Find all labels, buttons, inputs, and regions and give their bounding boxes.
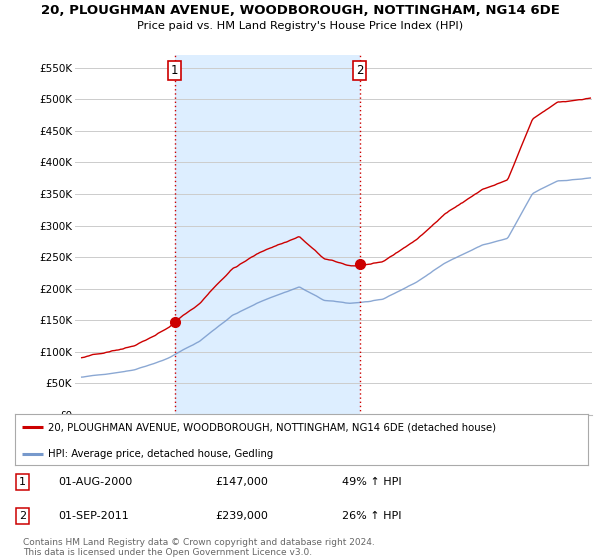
Text: £239,000: £239,000 [215,511,268,521]
Text: £147,000: £147,000 [215,477,268,487]
Text: 20, PLOUGHMAN AVENUE, WOODBOROUGH, NOTTINGHAM, NG14 6DE: 20, PLOUGHMAN AVENUE, WOODBOROUGH, NOTTI… [41,4,559,17]
Text: Contains HM Land Registry data © Crown copyright and database right 2024.: Contains HM Land Registry data © Crown c… [23,538,374,547]
Bar [175,55,359,415]
Text: Price paid vs. HM Land Registry's House Price Index (HPI): Price paid vs. HM Land Registry's House … [137,21,463,31]
Text: HPI: Average price, detached house, Gedling: HPI: Average price, detached house, Gedl… [47,449,273,459]
Text: 01-SEP-2011: 01-SEP-2011 [58,511,129,521]
Text: 01-AUG-2000: 01-AUG-2000 [58,477,132,487]
Text: 1: 1 [171,64,179,77]
Text: 49% ↑ HPI: 49% ↑ HPI [341,477,401,487]
Text: This data is licensed under the Open Government Licence v3.0.: This data is licensed under the Open Gov… [23,548,312,557]
Text: 2: 2 [19,511,26,521]
Text: 2: 2 [356,64,364,77]
Text: 20, PLOUGHMAN AVENUE, WOODBOROUGH, NOTTINGHAM, NG14 6DE (detached house): 20, PLOUGHMAN AVENUE, WOODBOROUGH, NOTTI… [47,422,496,432]
Text: 26% ↑ HPI: 26% ↑ HPI [341,511,401,521]
Text: 1: 1 [19,477,26,487]
